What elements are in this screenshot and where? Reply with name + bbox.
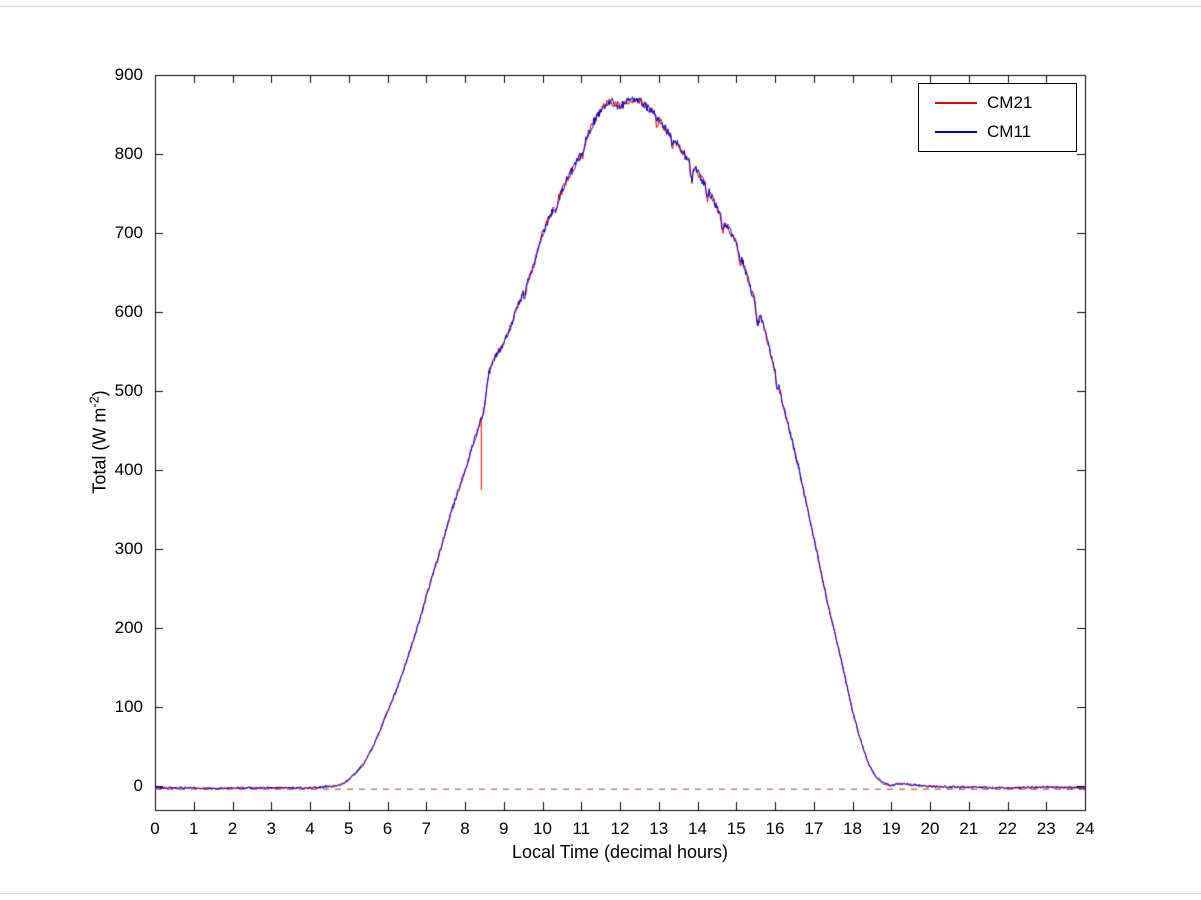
y-tick-label: 800 [114,144,143,164]
y-tick-label: 700 [114,223,143,243]
x-tick-label: 22 [998,819,1017,838]
x-tick-label: 19 [881,819,901,838]
x-tick-label: 5 [344,819,354,838]
legend-label-cm11: CM11 [987,122,1032,141]
legend-label-cm21: CM21 [987,93,1033,112]
x-tick-label: 12 [610,819,630,838]
x-tick-label: 8 [460,819,470,838]
x-tick-label: 24 [1075,819,1095,838]
x-tick-label: 2 [227,819,238,838]
legend-entry-cm11: CM11 [935,120,1066,144]
x-axis-label: Local Time (decimal hours) [511,842,729,862]
legend-line-cm21 [935,102,977,104]
y-tick-label: 400 [114,460,143,480]
y-axis-label-main: Total (W m [89,407,110,494]
y-axis-label: Total (W m-2) [88,390,111,493]
x-tick-label: 14 [688,819,707,838]
y-tick-label: 500 [114,381,143,401]
y-tick-label: 300 [114,539,143,559]
y-tick-label: 0 [133,776,143,796]
x-tick-label: 6 [382,819,393,838]
y-tick-label: 200 [114,618,143,638]
x-tick-label: 9 [499,819,509,838]
legend-line-cm11 [935,131,977,133]
x-tick-label: 23 [1036,819,1056,838]
x-tick-label: 17 [804,819,824,838]
y-tick-label: 100 [114,697,143,717]
x-tick-label: 3 [266,819,276,838]
x-tick-label: 13 [649,819,669,838]
y-axis-label-exponent: -2 [87,396,102,408]
x-tick-label: 7 [421,819,431,838]
x-tick-label: 0 [150,819,160,838]
y-tick-label: 900 [114,65,143,84]
x-tick-label: 15 [726,819,746,838]
y-axis-label-close: ) [89,390,110,397]
legend: CM21 CM11 [918,83,1077,152]
x-tick-label: 16 [765,819,785,838]
x-tick-label: 21 [959,819,979,838]
x-tick-label: 10 [533,819,552,838]
legend-entry-cm21: CM21 [935,91,1066,115]
x-tick-label: 11 [572,819,591,838]
x-tick-label: 1 [189,819,199,838]
x-tick-label: 18 [843,819,862,838]
y-tick-label: 600 [114,302,143,322]
x-tick-label: 4 [305,819,315,838]
x-tick-label: 20 [920,819,940,838]
